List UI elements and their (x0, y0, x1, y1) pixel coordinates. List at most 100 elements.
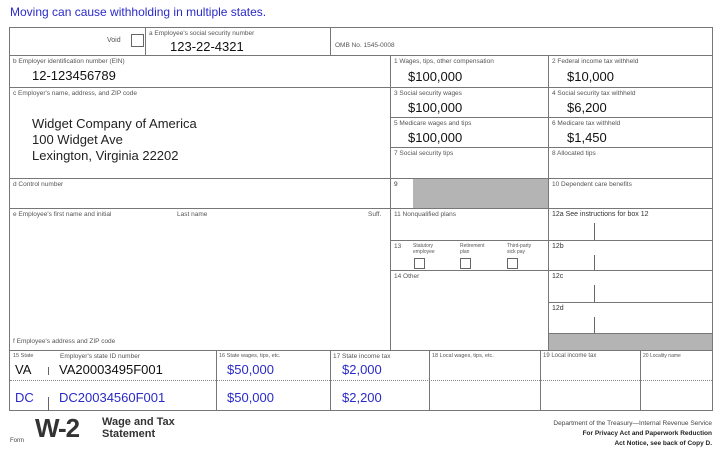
state-code[interactable]: DC (15, 390, 34, 405)
box9-label: 9 (394, 181, 398, 188)
box12b-label: 12b (552, 243, 564, 250)
box-12a[interactable]: 12a See instructions for box 12 (548, 208, 713, 241)
ssn-value[interactable]: 123-22-4321 (170, 39, 244, 54)
ein-label: b Employer identification number (EIN) (13, 58, 125, 65)
state-tax[interactable]: $2,200 (342, 390, 382, 405)
statutory-checkbox[interactable] (414, 258, 425, 269)
footer-notice: Department of the Treasury—Internal Reve… (553, 419, 712, 449)
box-4: 4 Social security tax withheld $6,200 (548, 87, 713, 118)
local-tax-header: 19 Local income tax (543, 353, 597, 359)
privacy-notice-1: For Privacy Act and Paperwork Reduction (582, 430, 712, 437)
box-9: 9 (390, 178, 549, 209)
w2-title: W-2 (35, 413, 80, 443)
box-12b[interactable]: 12b (548, 240, 713, 271)
box11-label: 11 Nonqualified plans (394, 211, 457, 218)
state-wages-header: 16 State wages, tips, etc. (219, 353, 281, 359)
box7-label: 7 Social security tips (394, 150, 454, 157)
box5-label: 5 Medicare wages and tips (394, 120, 472, 127)
retirement-label: Retirement plan (460, 243, 485, 255)
box-c: c Employer's name, address, and ZIP code… (9, 87, 391, 179)
box4-label: 4 Social security tax withheld (552, 90, 636, 97)
employer-city: Lexington, Virginia 22202 (32, 148, 179, 163)
box6-label: 6 Medicare tax withheld (552, 120, 621, 127)
statutory-label: Statutory employee (413, 243, 435, 255)
employee-address-label: f Employee's address and ZIP code (13, 338, 116, 345)
control-number-label: d Control number (13, 181, 64, 188)
state-wages[interactable]: $50,000 (227, 362, 274, 377)
employee-name-label: e Employee's first name and initial (13, 211, 112, 218)
box-7[interactable]: 7 Social security tips (390, 147, 549, 179)
state-tax[interactable]: $2,000 (342, 362, 382, 377)
box-12c[interactable]: 12c (548, 270, 713, 303)
box6-value[interactable]: $1,450 (567, 130, 607, 145)
box2-label: 2 Federal income tax withheld (552, 58, 639, 65)
code-divider (594, 223, 595, 240)
box-8[interactable]: 8 Allocated tips (548, 147, 713, 179)
box-b: b Employer identification number (EIN) 1… (9, 55, 391, 88)
box-14[interactable]: 14 Other (390, 270, 549, 351)
state-id-header: Employer's state ID number (60, 353, 140, 360)
title-line1: Wage and Tax (102, 416, 175, 428)
title-line2: Statement (102, 428, 156, 440)
state-tax-header: 17 State income tax (333, 353, 391, 360)
state-code[interactable]: VA (15, 362, 32, 377)
employer-label: c Employer's name, address, and ZIP code (13, 90, 137, 97)
note-text: Moving can cause withholding in multiple… (10, 5, 267, 19)
void-cell: Void (9, 27, 146, 56)
box-d: d Control number (9, 178, 391, 209)
code-divider (594, 285, 595, 302)
box-5: 5 Medicare wages and tips $100,000 (390, 117, 549, 148)
box12c-label: 12c (552, 273, 564, 280)
sickpay-checkbox[interactable] (507, 258, 518, 269)
void-label: Void (107, 37, 121, 44)
form-label: Form (10, 438, 24, 444)
retirement-checkbox[interactable] (460, 258, 471, 269)
box-a: a Employee's social security number 123-… (145, 27, 331, 56)
box-3: 3 Social security wages $100,000 (390, 87, 549, 118)
box-11[interactable]: 11 Nonqualified plans (390, 208, 549, 241)
box3-label: 3 Social security wages (394, 90, 462, 97)
employer-address[interactable]: Widget Company of America 100 Widget Ave… (32, 116, 197, 164)
code-divider (594, 317, 595, 334)
box1-label: 1 Wages, tips, other compensation (394, 58, 494, 65)
void-checkbox[interactable] (131, 34, 144, 47)
treasury-text: Department of the Treasury—Internal Reve… (553, 420, 712, 427)
suffix-label: Suff. (368, 211, 382, 218)
box-10[interactable]: 10 Dependent care benefits (548, 178, 713, 209)
box8-label: 8 Allocated tips (552, 150, 596, 157)
state-wages[interactable]: $50,000 (227, 390, 274, 405)
state-id[interactable]: DC20034560F001 (59, 390, 166, 405)
row-divider (10, 380, 712, 381)
code-divider (594, 255, 595, 271)
box13-label: 13 (394, 243, 402, 250)
locality-header: 20 Locality name (643, 353, 681, 359)
box9-shade (413, 179, 548, 208)
box14-label: 14 Other (394, 273, 420, 280)
box-6: 6 Medicare tax withheld $1,450 (548, 117, 713, 148)
employer-street: 100 Widget Ave (32, 132, 123, 147)
box3-value[interactable]: $100,000 (408, 100, 463, 115)
omb-cell: OMB No. 1545-0008 (330, 27, 713, 56)
box5-value[interactable]: $100,000 (408, 130, 463, 145)
box12a-label: 12a See instructions for box 12 (552, 211, 649, 218)
shaded-area (548, 333, 713, 351)
box-1: 1 Wages, tips, other compensation $100,00… (390, 55, 549, 88)
employer-name: Widget Company of America (32, 116, 197, 131)
box4-value[interactable]: $6,200 (567, 100, 607, 115)
box-2: 2 Federal income tax withheld $10,000 (548, 55, 713, 88)
omb-number: OMB No. 1545-0008 (335, 42, 395, 49)
state-table: 15 State Employer's state ID number 16 S… (9, 350, 713, 411)
form-title: Wage and Tax Statement (102, 416, 175, 440)
box-12d[interactable]: 12d (548, 302, 713, 334)
last-name-label: Last name (177, 211, 208, 218)
local-wages-header: 18 Local wages, tips, etc. (432, 353, 494, 359)
box1-value[interactable]: $100,000 (408, 69, 463, 84)
box10-label: 10 Dependent care benefits (552, 181, 632, 188)
box2-value[interactable]: $10,000 (567, 69, 614, 84)
state-header: 15 State (13, 353, 34, 359)
ein-value[interactable]: 12-123456789 (32, 68, 116, 83)
box-e-f: e Employee's first name and initial Last… (9, 208, 391, 351)
box12d-label: 12d (552, 305, 564, 312)
state-id[interactable]: VA20003495F001 (59, 362, 163, 377)
ssn-label: a Employee's social security number (149, 30, 255, 37)
